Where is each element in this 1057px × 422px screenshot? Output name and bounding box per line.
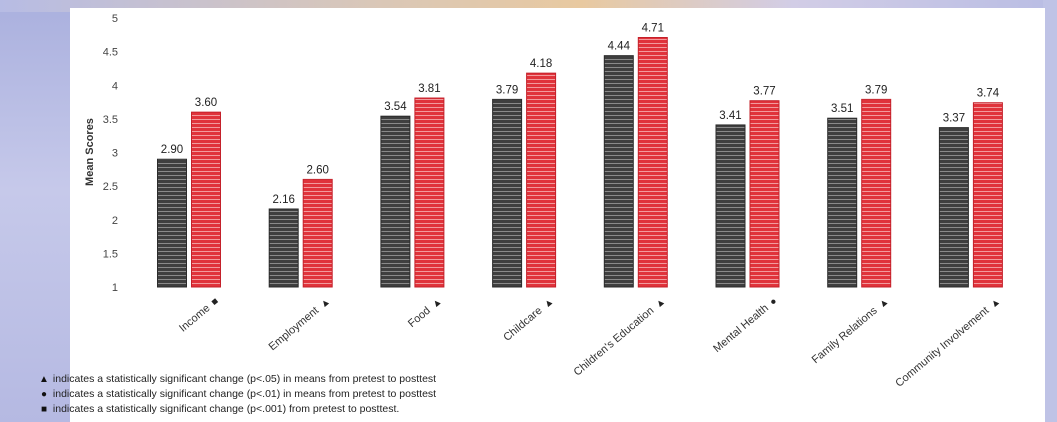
data-label: 2.16 <box>273 194 295 206</box>
triangle-icon: ▲ <box>653 296 668 311</box>
data-label: 3.41 <box>719 110 741 122</box>
data-label: 3.79 <box>865 84 887 96</box>
data-label: 3.51 <box>831 103 853 115</box>
legend-text-circle: indicates a statistically significant ch… <box>52 388 437 400</box>
y-tick-label: 2.5 <box>103 181 118 193</box>
square-icon: ■ <box>40 404 48 415</box>
legend-text-triangle: indicates a statistically significant ch… <box>52 373 437 385</box>
data-label: 4.71 <box>642 23 664 35</box>
circle-icon: ● <box>768 296 780 308</box>
data-label: 3.74 <box>977 88 1000 100</box>
category-name: Childcare <box>501 305 544 344</box>
y-tick-label: 5 <box>112 13 118 25</box>
square-icon: ■ <box>209 296 221 308</box>
legend-row-circle: ● indicates a statistically significant … <box>38 387 598 402</box>
bar-posttest <box>526 72 557 288</box>
x-category-label: Childcare▲ <box>501 295 556 344</box>
category-name: Food <box>406 305 433 330</box>
y-tick-label: 3.5 <box>103 114 118 126</box>
bar-posttest <box>861 98 892 288</box>
bar-pretest <box>380 115 411 288</box>
x-category-label: Employment▲ <box>267 295 333 353</box>
category-name: Mental Health <box>711 302 771 355</box>
y-tick-label: 4.5 <box>103 47 118 59</box>
data-label: 3.77 <box>753 86 775 98</box>
bar-posttest <box>749 100 780 288</box>
triangle-icon: ▲ <box>39 374 49 385</box>
y-tick-label: 2 <box>112 215 118 227</box>
x-category-label: Food▲ <box>406 295 444 330</box>
data-label: 3.54 <box>384 101 407 113</box>
data-label: 3.81 <box>418 83 440 95</box>
triangle-icon: ▲ <box>318 296 333 311</box>
y-tick-label: 3 <box>112 148 118 160</box>
x-category-label: Mental Health● <box>711 295 779 355</box>
bar-pretest <box>827 117 858 288</box>
significance-legend: ▲ indicates a statistically significant … <box>38 372 598 417</box>
x-category-label: Family Relations▲ <box>810 295 891 366</box>
category-name: Income <box>177 302 212 334</box>
triangle-icon: ▲ <box>430 296 445 311</box>
bar-pretest <box>603 55 634 288</box>
category-name: Children's Education <box>572 305 657 379</box>
triangle-icon: ▲ <box>876 296 891 311</box>
bar-posttest <box>414 97 445 288</box>
bar-pretest <box>715 124 746 288</box>
bar-posttest <box>972 102 1003 288</box>
category-name: Community Involvement <box>893 305 991 390</box>
bar-posttest <box>191 111 221 288</box>
data-label: 3.37 <box>943 113 965 125</box>
legend-row-triangle: ▲ indicates a statistically significant … <box>38 372 598 387</box>
bar-pretest <box>492 98 523 288</box>
x-category-label: Community Involvement▲ <box>893 295 1003 390</box>
x-category-label: Children's Education▲ <box>572 295 668 378</box>
y-tick-label: 1 <box>112 282 118 294</box>
bar-pretest <box>938 127 969 288</box>
y-axis-title: Mean Scores <box>84 118 96 186</box>
slide-background-left <box>0 0 70 422</box>
x-category-label: Income■ <box>177 295 221 334</box>
category-name: Employment <box>267 305 322 353</box>
circle-icon: ● <box>40 389 48 400</box>
y-tick-label: 1.5 <box>103 248 118 260</box>
data-label: 3.79 <box>496 84 518 96</box>
data-label: 4.44 <box>608 41 631 53</box>
category-name: Family Relations <box>810 304 880 366</box>
data-label: 2.60 <box>307 164 329 176</box>
bar-pretest <box>268 208 299 288</box>
legend-row-square: ■ indicates a statistically significant … <box>38 402 598 417</box>
legend-text-square: indicates a statistically significant ch… <box>52 403 400 415</box>
y-tick-label: 4 <box>112 80 118 92</box>
bar-posttest <box>637 37 668 288</box>
bar-pretest <box>157 158 187 288</box>
triangle-icon: ▲ <box>541 296 556 311</box>
bar-posttest <box>302 178 333 288</box>
data-label: 2.90 <box>161 144 183 156</box>
data-label: 4.18 <box>530 58 552 70</box>
triangle-icon: ▲ <box>988 296 1003 311</box>
data-label: 3.60 <box>195 97 217 109</box>
slide-background-right <box>1043 0 1057 422</box>
